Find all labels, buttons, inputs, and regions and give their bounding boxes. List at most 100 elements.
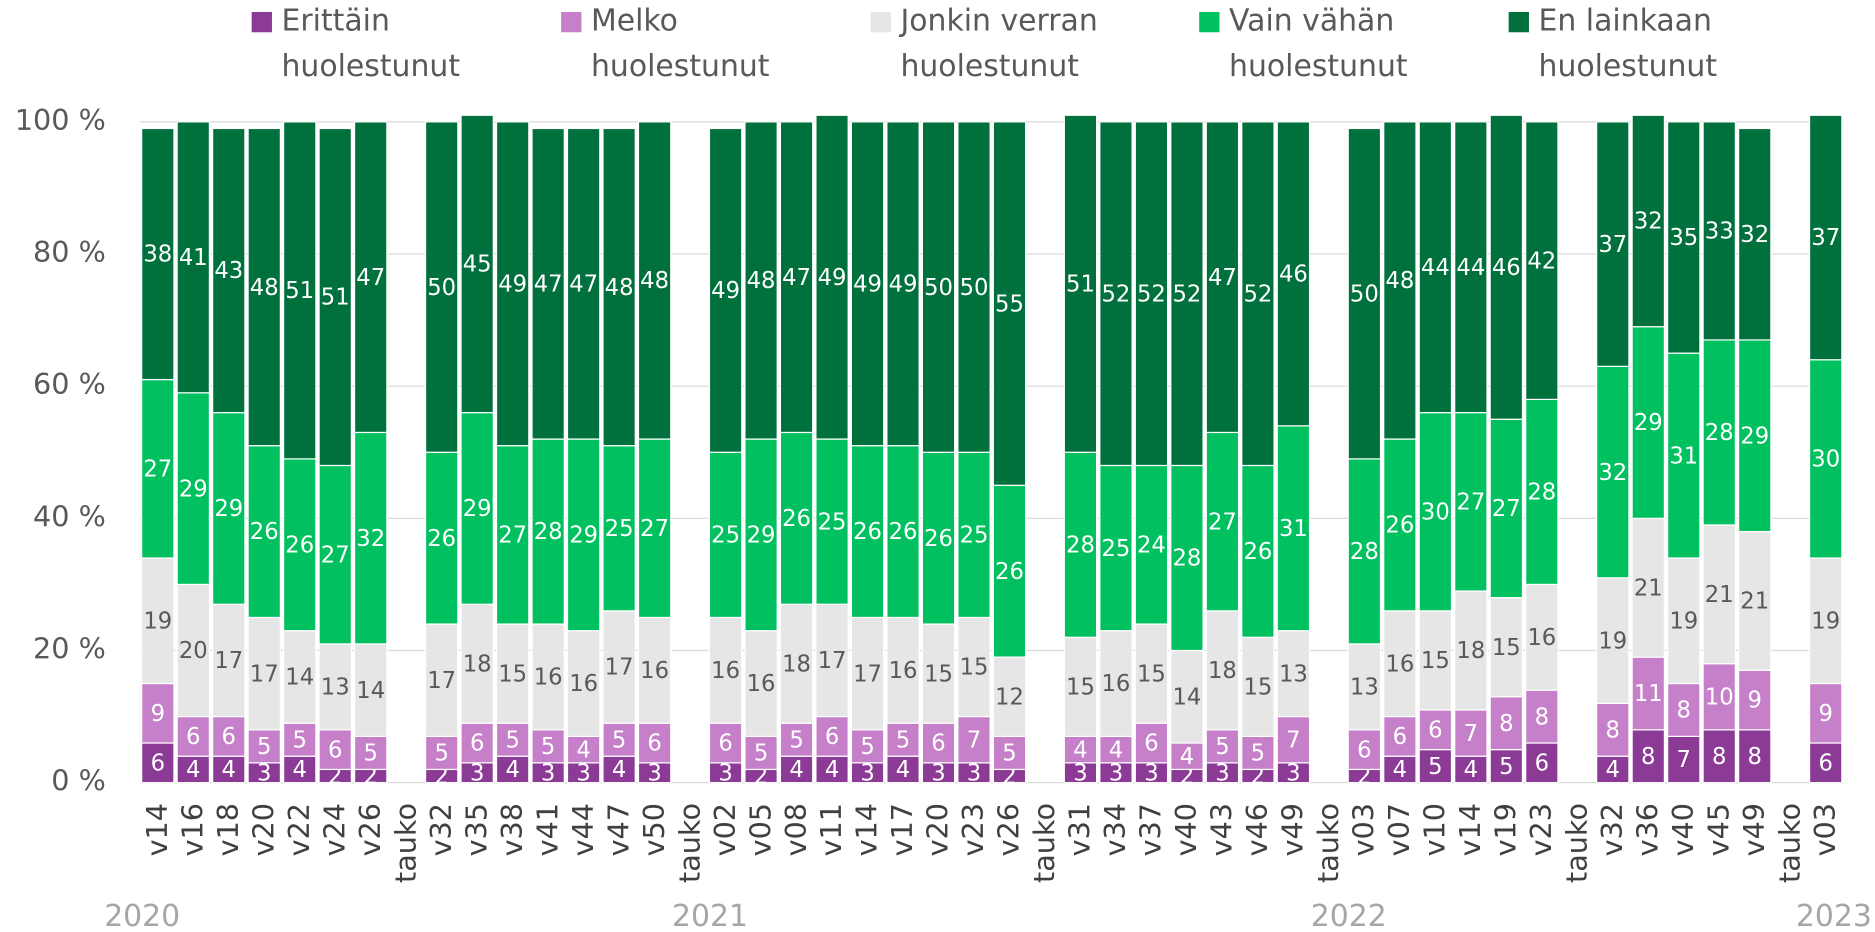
data-label: 31 — [1279, 516, 1308, 542]
bar-segment — [1702, 663, 1736, 731]
x-tick-label: tauko — [672, 803, 706, 883]
bar-segment — [744, 438, 778, 632]
bar-segment — [1099, 464, 1133, 632]
bar-segment — [1525, 398, 1559, 586]
y-tick-label: 40 % — [33, 499, 106, 533]
bar-segment — [1383, 121, 1417, 440]
bar-segment — [1170, 742, 1204, 771]
data-label: 16 — [711, 658, 740, 684]
data-label: 7 — [967, 727, 981, 753]
data-label: 37 — [1811, 225, 1840, 251]
data-label: 16 — [640, 658, 669, 684]
bar-segment — [744, 630, 778, 737]
data-label: 3 — [541, 760, 555, 786]
data-label: 4 — [222, 757, 236, 783]
bar-segment — [1702, 524, 1736, 665]
data-label: 4 — [896, 757, 910, 783]
bar-segment — [1383, 438, 1417, 612]
data-label: 12 — [995, 684, 1024, 710]
data-label: 6 — [1357, 737, 1371, 763]
data-label: 55 — [995, 291, 1024, 317]
data-label: 47 — [356, 265, 385, 291]
x-tick-label: v47 — [601, 803, 635, 856]
data-label: 6 — [825, 724, 839, 750]
bar-segment — [1063, 114, 1098, 453]
data-label: 6 — [1535, 751, 1549, 777]
bar-segment — [424, 623, 459, 737]
bar-segment — [1276, 715, 1311, 764]
data-label: 28 — [534, 519, 563, 545]
data-label: 27 — [640, 516, 669, 542]
bar-segment — [1631, 517, 1665, 658]
data-label: 2 — [754, 764, 768, 790]
data-label: 17 — [853, 661, 882, 687]
bar-segment — [1667, 121, 1701, 354]
data-label: 5 — [1215, 734, 1229, 760]
bar-segment — [1702, 121, 1736, 341]
x-tick-label: v14 — [1453, 803, 1487, 856]
bar-segment — [886, 445, 920, 619]
data-label: 26 — [250, 519, 279, 545]
data-label: 11 — [1634, 681, 1663, 707]
data-label: 32 — [1598, 460, 1627, 486]
data-label: 8 — [1499, 711, 1513, 737]
bar-segment — [708, 451, 743, 619]
data-label: 48 — [747, 268, 776, 294]
data-label: 2 — [363, 764, 377, 790]
bar-segment — [744, 121, 778, 440]
data-label: 4 — [1073, 737, 1087, 763]
data-label: 15 — [924, 661, 953, 687]
bar-segment — [1134, 722, 1169, 764]
x-tick-label: v22 — [282, 803, 316, 856]
x-tick-label: v44 — [566, 803, 600, 856]
data-label: 20 — [179, 638, 208, 664]
data-label: 27 — [143, 456, 172, 482]
data-label: 29 — [747, 523, 776, 549]
bar-segment — [1205, 610, 1240, 731]
bar-segment — [1134, 464, 1169, 625]
bar-segment — [1667, 352, 1701, 559]
data-label: 9 — [151, 701, 165, 727]
legend-label: Erittäin huolestunut — [282, 3, 461, 83]
bar-segment — [815, 755, 849, 784]
data-label: 49 — [889, 271, 918, 297]
bar-segment — [708, 616, 743, 724]
x-tick-label: v18 — [211, 803, 245, 856]
data-label: 32 — [356, 526, 385, 552]
bar-segment — [1241, 121, 1275, 467]
data-label: 3 — [1215, 760, 1229, 786]
bar-segment — [992, 121, 1027, 486]
data-label: 26 — [427, 526, 456, 552]
bar-segment — [566, 127, 601, 440]
bar-segment — [850, 729, 885, 764]
data-label: 27 — [1492, 496, 1521, 522]
data-label: 47 — [782, 265, 811, 291]
bar-segment — [141, 682, 175, 744]
data-label: 8 — [1677, 698, 1691, 724]
bar-segment — [815, 603, 849, 718]
bar-segment — [957, 616, 991, 718]
bar-segment — [1525, 689, 1559, 744]
bar-segment — [283, 121, 317, 460]
data-label: 2 — [1251, 764, 1265, 790]
data-label: 3 — [860, 760, 874, 786]
bar-segment — [602, 445, 636, 612]
data-label: 33 — [1705, 219, 1734, 245]
x-tick-label: v23 — [1524, 803, 1558, 856]
bar-segment — [1631, 114, 1665, 328]
data-label: 5 — [896, 727, 910, 753]
bar-segment — [1205, 431, 1240, 612]
x-tick-label: v31 — [1063, 803, 1097, 856]
data-label: 47 — [569, 271, 598, 297]
data-label: 29 — [1740, 423, 1769, 449]
data-label: 5 — [541, 734, 555, 760]
x-tick-label: v17 — [885, 803, 919, 856]
data-label: 3 — [257, 760, 271, 786]
data-label: 49 — [711, 278, 740, 304]
data-label: 29 — [463, 496, 492, 522]
bar-segment — [247, 616, 281, 731]
data-label: 15 — [960, 655, 989, 681]
bar-segment — [1063, 451, 1098, 638]
bar-segment — [1170, 649, 1204, 744]
x-tick-label: v14 — [140, 803, 174, 856]
